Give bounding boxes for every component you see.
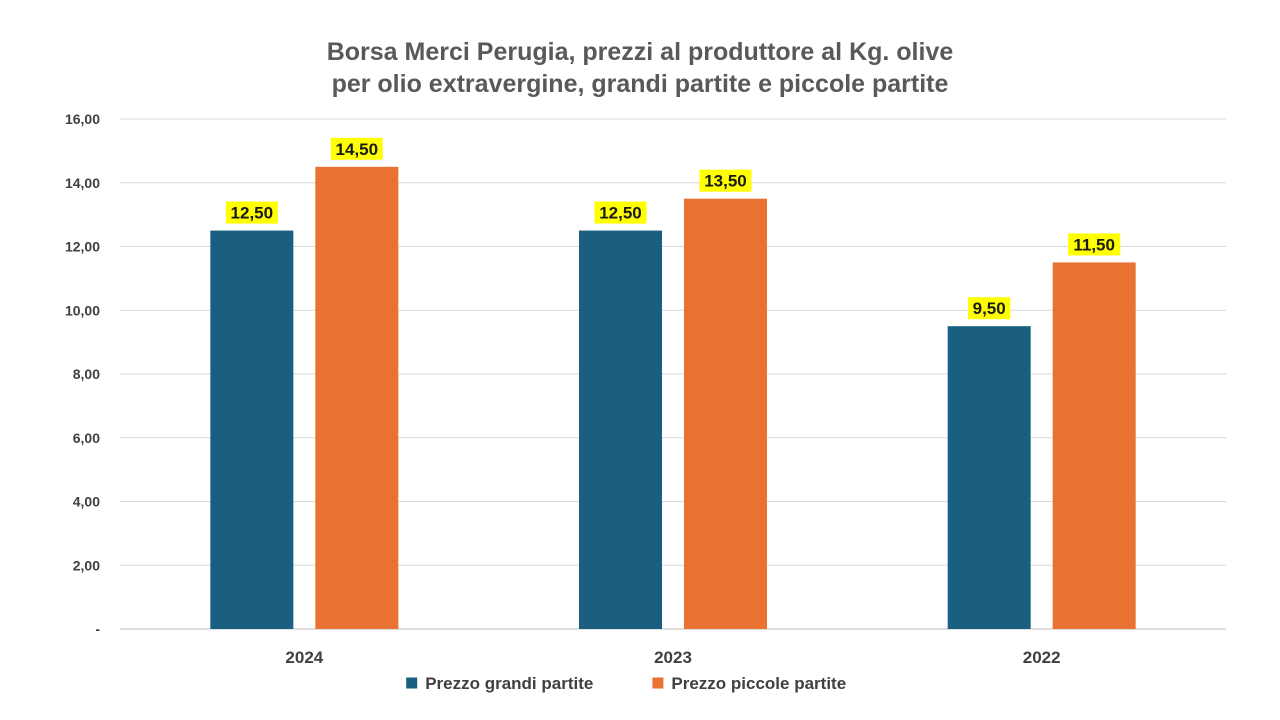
bar [1052, 262, 1136, 629]
data-label: 12,50 [231, 204, 274, 223]
legend: Prezzo grandi partite Prezzo piccole part… [406, 674, 846, 693]
y-tick-label: - [95, 621, 100, 637]
legend-label: Prezzo piccole partite [671, 674, 846, 693]
bar [579, 230, 662, 629]
y-tick-label: 14,00 [65, 175, 100, 191]
chart-title: Borsa Merci Perugia, prezzi al produttor… [0, 36, 1280, 100]
data-label-highlight [225, 201, 278, 224]
data-label-highlight [594, 201, 647, 224]
chart-title-line-1: Borsa Merci Perugia, prezzi al produttor… [326, 38, 954, 66]
legend-swatch [652, 677, 664, 689]
data-label: 13,50 [704, 172, 747, 191]
y-tick-label: 16,00 [65, 111, 100, 127]
gridlines [120, 118, 1226, 630]
y-tick-label: 6,00 [73, 430, 100, 446]
legend-swatch [406, 677, 418, 689]
bar [315, 166, 399, 629]
x-axis-ticks: 2024 2023 2022 [285, 648, 1060, 667]
bar [684, 198, 767, 629]
bar [210, 230, 294, 629]
data-label: 9,50 [973, 299, 1006, 318]
y-tick-label: 2,00 [73, 557, 100, 573]
data-label-highlight [330, 137, 383, 160]
y-tick-label: 8,00 [73, 366, 100, 382]
data-label-highlight [699, 169, 752, 192]
y-tick-label: 12,00 [65, 239, 100, 255]
data-label: 14,50 [336, 140, 379, 159]
x-tick-label: 2023 [654, 648, 692, 667]
x-tick-label: 2024 [285, 648, 323, 667]
bar [947, 326, 1031, 629]
data-labels: 12,50 14,50 12,50 13,50 9,50 11,50 [225, 137, 1121, 320]
legend-label: Prezzo grandi partite [425, 674, 593, 693]
data-label: 11,50 [1073, 235, 1115, 254]
bars [210, 166, 1136, 629]
y-tick-label: 4,00 [73, 494, 100, 510]
y-axis-ticks: - 2,00 4,00 6,00 8,00 10,00 12,00 14,00 16,00 [65, 111, 100, 637]
chart-title-line-2: per olio extravergine, grandi partite e … [331, 70, 949, 98]
data-label-highlight [1068, 233, 1121, 256]
x-tick-label: 2022 [1023, 648, 1061, 667]
data-label: 12,50 [599, 204, 642, 223]
y-tick-label: 10,00 [65, 302, 100, 318]
data-label-highlight [967, 297, 1011, 320]
